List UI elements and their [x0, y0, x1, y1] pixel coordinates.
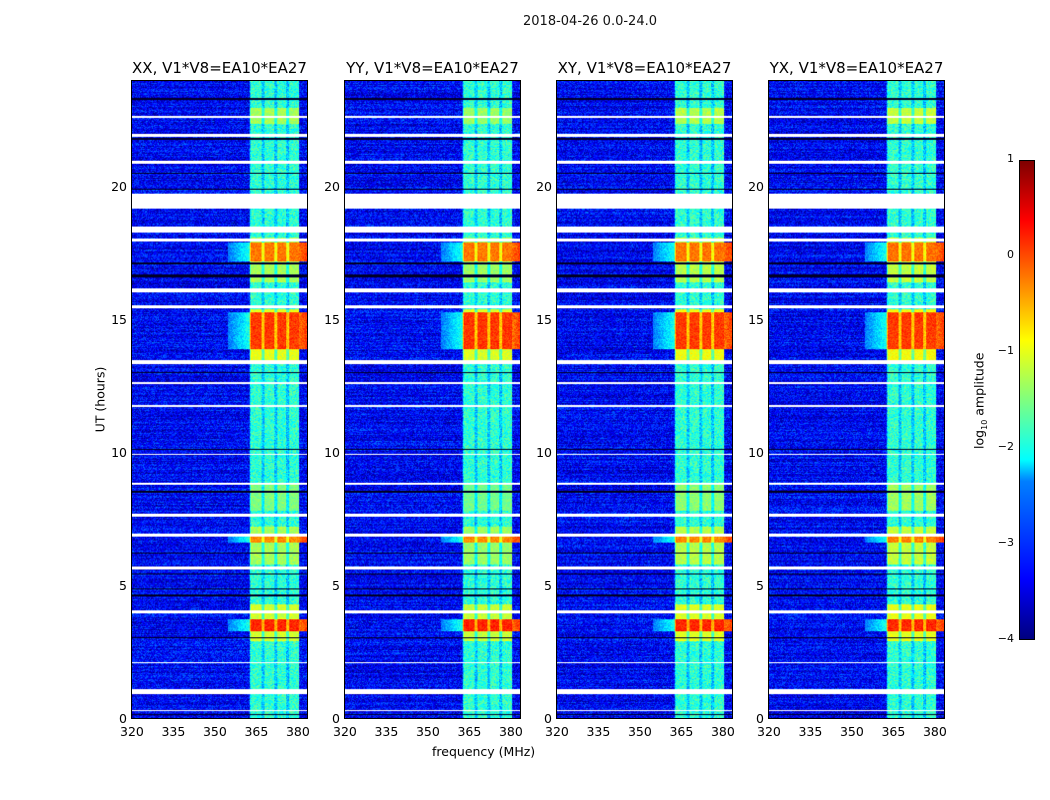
y-tick-label: 20 [536, 178, 552, 194]
y-tick-label: 10 [748, 444, 764, 460]
spectrogram-heatmap [132, 81, 307, 718]
x-tick-label: 350 [415, 724, 440, 739]
x-tick-label: 335 [586, 724, 611, 739]
x-tick-label: 320 [120, 724, 144, 739]
x-tick-label: 365 [881, 724, 906, 739]
y-tick-label: 0 [544, 711, 552, 726]
y-tick-label: 20 [748, 178, 764, 194]
colorbar-tick-label: −2 [997, 440, 1014, 453]
y-axis-label: UT (hours) [92, 366, 108, 433]
y-tick-label: 5 [544, 577, 552, 593]
x-tick-label: 335 [798, 724, 823, 739]
x-tick-label: 335 [161, 724, 186, 739]
x-tick-label: 365 [244, 724, 269, 739]
colorbar-tick-label: −3 [997, 536, 1014, 549]
x-tick-label: 380 [710, 724, 735, 739]
spectrogram-heatmap [345, 81, 520, 718]
y-tick-label: 0 [332, 711, 340, 726]
y-tick-label: 5 [332, 577, 340, 593]
colorbar-tick-label: −1 [997, 344, 1014, 357]
y-tick-label: 10 [111, 444, 127, 460]
x-tick-label: 380 [285, 724, 310, 739]
x-tick-label: 350 [627, 724, 652, 739]
spectrogram-panel-1 [344, 80, 521, 719]
spectrogram-panel-2 [556, 80, 733, 719]
x-tick-label: 350 [202, 724, 227, 739]
y-tick-label: 15 [111, 311, 127, 327]
x-tick-label: 350 [839, 724, 864, 739]
x-tick-label: 365 [457, 724, 482, 739]
y-tick-label: 15 [536, 311, 552, 327]
y-tick-label: 5 [119, 577, 127, 593]
y-tick-label: 0 [119, 711, 127, 726]
x-tick-label: 365 [669, 724, 694, 739]
x-tick-label: 320 [545, 724, 569, 739]
spectrogram-panel-0 [131, 80, 308, 719]
y-tick-label: 20 [324, 178, 340, 194]
y-tick-label: 15 [748, 311, 764, 327]
panel-title: YY, V1*V8=EA10*EA27 [346, 59, 519, 77]
panel-title: XY, V1*V8=EA10*EA27 [557, 59, 732, 77]
panel-title: YX, V1*V8=EA10*EA27 [769, 59, 944, 77]
spectrogram-panel-3 [768, 80, 945, 719]
x-tick-label: 320 [757, 724, 781, 739]
y-tick-label: 10 [536, 444, 552, 460]
colorbar [1019, 160, 1035, 640]
x-tick-label: 380 [498, 724, 523, 739]
y-tick-label: 15 [324, 311, 340, 327]
x-tick-label: 320 [333, 724, 357, 739]
panel-title: XX, V1*V8=EA10*EA27 [132, 59, 307, 77]
spectrogram-heatmap [769, 81, 944, 718]
y-tick-label: 0 [756, 711, 764, 726]
x-tick-label: 335 [374, 724, 399, 739]
colorbar-tick-label: 1 [1007, 152, 1014, 165]
y-tick-label: 5 [756, 577, 764, 593]
colorbar-tick-label: 0 [1007, 248, 1014, 261]
figure-title: 2018-04-26 0.0-24.0 [523, 14, 657, 29]
colorbar-tick-label: −4 [997, 632, 1014, 645]
x-tick-label: 380 [922, 724, 947, 739]
x-axis-label: frequency (MHz) [432, 744, 536, 759]
y-tick-label: 10 [324, 444, 340, 460]
y-tick-label: 20 [111, 178, 127, 194]
spectrogram-heatmap [557, 81, 732, 718]
